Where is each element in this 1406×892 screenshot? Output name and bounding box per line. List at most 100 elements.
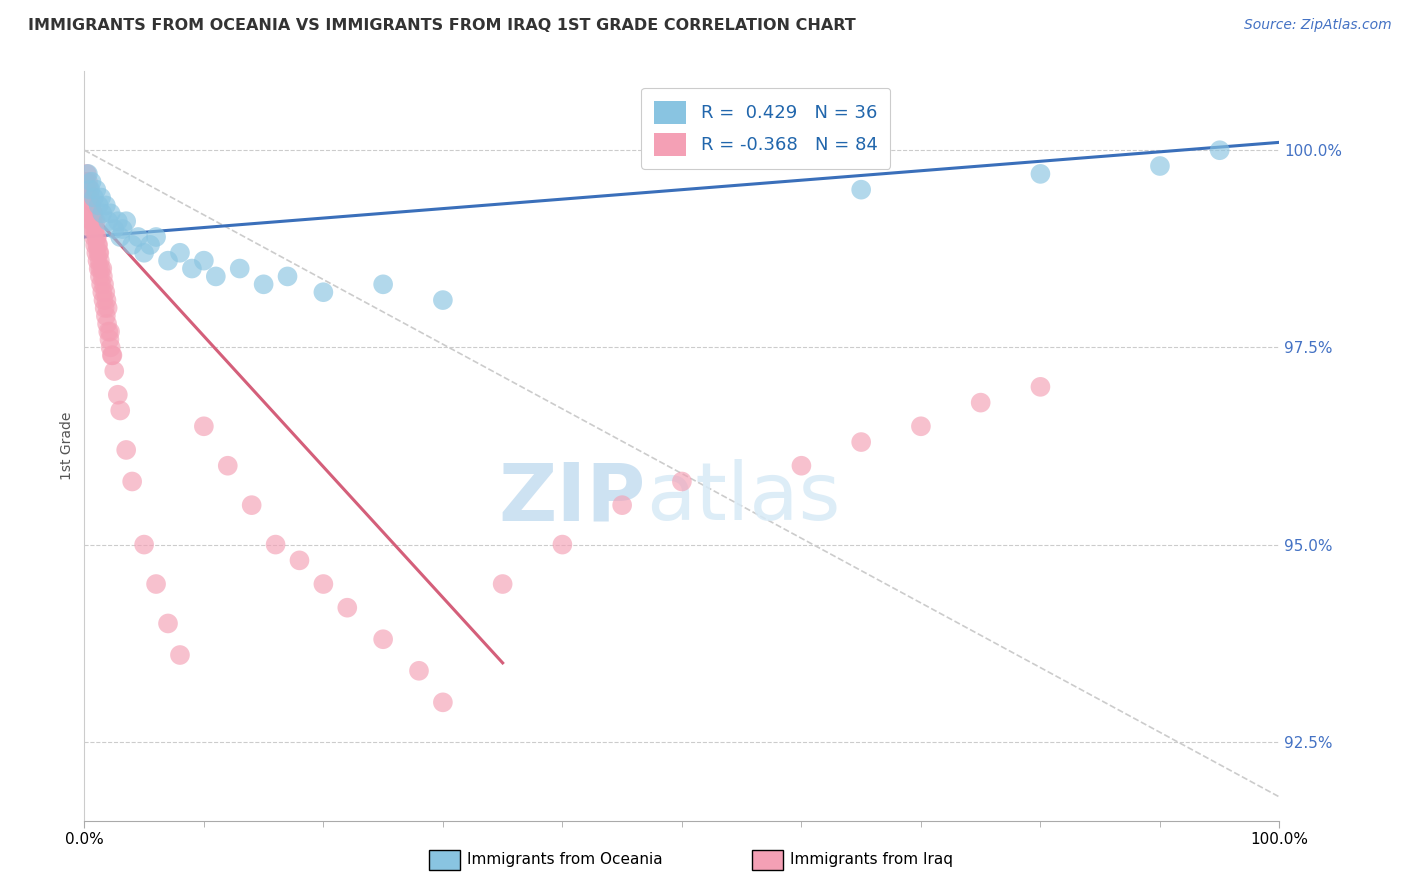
Point	[790, 458, 813, 473]
Point	[127, 230, 149, 244]
Point	[110, 230, 132, 244]
Point	[910, 419, 932, 434]
Point	[91, 285, 114, 300]
Point	[97, 301, 120, 315]
Point	[98, 333, 121, 347]
Point	[145, 577, 167, 591]
Point	[79, 206, 101, 220]
Point	[90, 277, 112, 292]
Point	[80, 198, 103, 212]
Point	[75, 183, 97, 197]
Point	[97, 214, 120, 228]
Point	[93, 277, 115, 292]
Point	[139, 238, 162, 252]
Point	[264, 538, 287, 552]
Point	[312, 577, 335, 591]
Point	[103, 364, 125, 378]
Text: ZIP: ZIP	[499, 459, 647, 538]
Point	[121, 475, 143, 489]
Point	[91, 261, 114, 276]
Point	[1029, 167, 1052, 181]
Point	[82, 206, 104, 220]
Point	[80, 214, 103, 228]
Point	[132, 538, 156, 552]
Point	[90, 190, 112, 204]
Point	[83, 230, 105, 244]
Point	[82, 222, 104, 236]
Point	[77, 190, 100, 204]
Point	[79, 206, 101, 220]
Point	[96, 317, 118, 331]
Point	[432, 293, 454, 307]
Point	[87, 245, 110, 260]
Point	[132, 245, 156, 260]
Point	[612, 498, 634, 512]
Point	[83, 214, 105, 228]
Point	[373, 632, 395, 647]
Point	[80, 175, 103, 189]
Point	[82, 206, 104, 220]
Point	[86, 245, 108, 260]
Point	[98, 325, 121, 339]
Point	[181, 261, 204, 276]
Point	[107, 388, 129, 402]
Point	[96, 293, 118, 307]
Point	[89, 261, 111, 276]
Text: Immigrants from Oceania: Immigrants from Oceania	[467, 853, 662, 867]
Point	[100, 340, 122, 354]
Point	[79, 183, 101, 197]
Point	[76, 183, 98, 197]
Point	[91, 269, 114, 284]
Point	[86, 253, 108, 268]
Point	[91, 206, 114, 220]
Point	[157, 253, 180, 268]
Point	[101, 348, 124, 362]
Point	[229, 261, 252, 276]
Point	[77, 175, 100, 189]
Point	[87, 198, 110, 212]
Point	[86, 230, 108, 244]
Point	[86, 230, 108, 244]
Point	[87, 261, 110, 276]
Point	[76, 198, 98, 212]
Point	[89, 245, 111, 260]
Point	[89, 253, 111, 268]
Text: Source: ZipAtlas.com: Source: ZipAtlas.com	[1244, 18, 1392, 32]
Point	[107, 214, 129, 228]
Point	[157, 616, 180, 631]
Point	[83, 190, 105, 204]
Point	[93, 293, 115, 307]
Point	[103, 222, 125, 236]
Point	[84, 214, 107, 228]
Point	[432, 695, 454, 709]
Point	[169, 245, 191, 260]
Legend: R =  0.429   N = 36, R = -0.368   N = 84: R = 0.429 N = 36, R = -0.368 N = 84	[641, 88, 890, 169]
Point	[217, 458, 239, 473]
Text: atlas: atlas	[647, 459, 841, 538]
Point	[82, 214, 104, 228]
Point	[100, 206, 122, 220]
Point	[97, 325, 120, 339]
Point	[94, 198, 117, 212]
Point	[193, 253, 215, 268]
Text: Immigrants from Iraq: Immigrants from Iraq	[790, 853, 953, 867]
Point	[121, 238, 143, 252]
Point	[87, 238, 110, 252]
Point	[111, 222, 134, 236]
Point	[93, 301, 115, 315]
Point	[77, 183, 100, 197]
Point	[277, 269, 299, 284]
Point	[86, 238, 108, 252]
Point	[336, 600, 359, 615]
Point	[145, 230, 167, 244]
Point	[89, 269, 111, 284]
Point	[373, 277, 395, 292]
Point	[110, 403, 132, 417]
Point	[77, 198, 100, 212]
Y-axis label: 1st Grade: 1st Grade	[60, 412, 75, 480]
Point	[671, 475, 693, 489]
Point	[83, 222, 105, 236]
Point	[86, 183, 108, 197]
Point	[851, 183, 873, 197]
Point	[77, 190, 100, 204]
